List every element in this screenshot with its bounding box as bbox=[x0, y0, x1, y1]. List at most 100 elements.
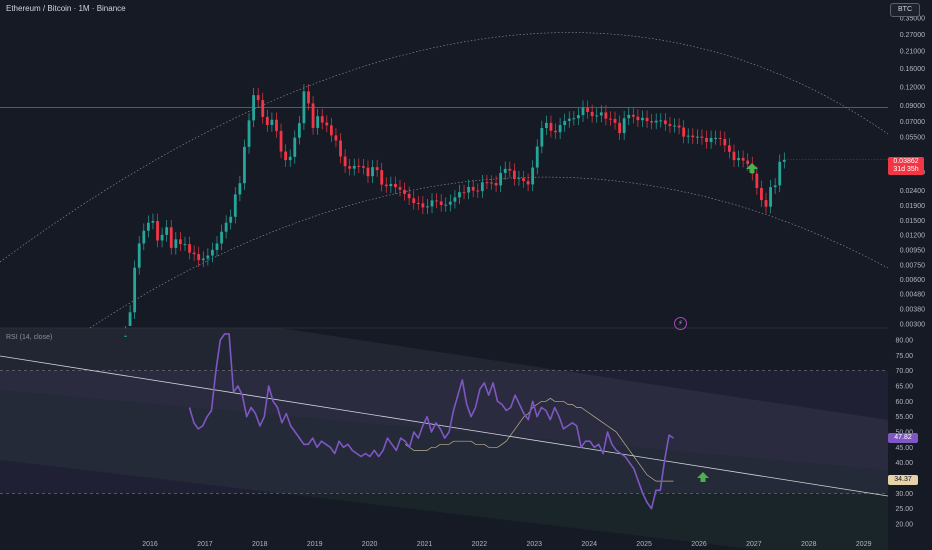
candle-body bbox=[682, 127, 686, 137]
candle-body bbox=[563, 120, 567, 126]
time-tick-10: 2026 bbox=[691, 541, 707, 548]
candle-body bbox=[403, 189, 406, 194]
candle-body bbox=[659, 120, 663, 122]
candle-body bbox=[778, 161, 782, 186]
candle-body bbox=[211, 249, 214, 256]
price-tick-3: 0.16000 bbox=[900, 66, 925, 73]
time-tick-9: 2025 bbox=[636, 541, 652, 548]
lightning-icon[interactable]: ⚡ bbox=[674, 317, 687, 330]
price-tick-4: 0.12000 bbox=[900, 84, 925, 91]
candle-body bbox=[412, 198, 416, 203]
rsi-ma-line bbox=[404, 397, 674, 482]
time-tick-13: 2029 bbox=[856, 541, 872, 548]
candle-body bbox=[252, 95, 255, 121]
candle-body bbox=[728, 145, 731, 152]
candle-body bbox=[229, 216, 233, 223]
rsi-indicator-label[interactable]: RSI (14, close) bbox=[6, 334, 53, 341]
candle-body bbox=[737, 157, 740, 161]
candle-body bbox=[677, 125, 681, 128]
candle-body bbox=[636, 116, 640, 121]
candle-body bbox=[631, 114, 635, 117]
price-tick-13: 0.01200 bbox=[900, 232, 925, 239]
candle-body bbox=[764, 200, 768, 207]
candle-body bbox=[325, 122, 329, 126]
candle-body bbox=[462, 192, 466, 194]
candle-body bbox=[549, 122, 553, 131]
rsi-channel-upper bbox=[0, 328, 888, 470]
rsi-trendline bbox=[0, 355, 889, 497]
rsi-up-arrow-icon bbox=[697, 472, 709, 482]
candle-body bbox=[137, 243, 141, 268]
candle-body bbox=[256, 95, 260, 101]
candle-body bbox=[366, 167, 370, 177]
candle-body bbox=[416, 202, 420, 204]
candle-body bbox=[288, 156, 292, 161]
candle-body bbox=[773, 185, 777, 188]
candle-body bbox=[444, 204, 448, 206]
time-tick-3: 2019 bbox=[307, 541, 323, 548]
candle-body bbox=[581, 107, 585, 116]
candle-body bbox=[380, 170, 384, 185]
candle-body bbox=[613, 118, 617, 123]
candle-body bbox=[297, 123, 301, 138]
rsi-tick-8: 40.00 bbox=[895, 460, 913, 467]
candle-body bbox=[430, 200, 434, 207]
candle-body bbox=[275, 119, 278, 131]
time-tick-4: 2020 bbox=[362, 541, 378, 548]
candle-body bbox=[224, 222, 228, 232]
candle-body bbox=[160, 234, 164, 241]
candle-body bbox=[165, 227, 169, 235]
candle-body bbox=[604, 112, 608, 119]
candle-body bbox=[352, 165, 356, 169]
candle-body bbox=[334, 135, 338, 141]
candle-body bbox=[471, 186, 475, 191]
candle-body bbox=[270, 119, 274, 125]
candle-body bbox=[293, 137, 297, 157]
candle-body bbox=[156, 220, 159, 241]
candle-body bbox=[426, 206, 429, 208]
time-tick-12: 2028 bbox=[801, 541, 817, 548]
candle-body bbox=[375, 167, 379, 171]
candle-body bbox=[494, 182, 498, 186]
price-tick-1: 0.27000 bbox=[900, 32, 925, 39]
candle-body bbox=[714, 137, 718, 139]
candle-body bbox=[522, 178, 525, 182]
chart-title: Ethereum / Bitcoin · 1M · Binance bbox=[6, 4, 126, 13]
price-tick-15: 0.00750 bbox=[900, 263, 925, 270]
candle-body bbox=[188, 244, 191, 253]
price-tick-6: 0.07000 bbox=[900, 119, 925, 126]
price-up-arrow-icon bbox=[746, 163, 758, 173]
candle-body bbox=[650, 121, 654, 123]
candle-body bbox=[723, 139, 727, 146]
candle-body bbox=[124, 335, 127, 337]
candles bbox=[124, 84, 786, 337]
candle-body bbox=[339, 140, 342, 157]
candle-body bbox=[545, 122, 548, 129]
last-price-value: 0.03862 bbox=[893, 158, 919, 165]
candle-body bbox=[389, 183, 393, 187]
candle-body bbox=[206, 255, 210, 259]
candle-body bbox=[467, 186, 471, 193]
candle-body bbox=[220, 231, 223, 244]
rsi-pane-bg bbox=[0, 328, 888, 550]
rsi-tick-10: 30.00 bbox=[895, 491, 913, 498]
candle-body bbox=[362, 166, 365, 168]
price-tick-7: 0.05500 bbox=[900, 134, 925, 141]
candle-body bbox=[197, 254, 201, 261]
candle-body bbox=[357, 165, 361, 167]
candle-body bbox=[517, 178, 521, 180]
price-tick-2: 0.21000 bbox=[900, 48, 925, 55]
candle-body bbox=[439, 201, 443, 205]
currency-badge[interactable]: BTC bbox=[890, 3, 920, 17]
candle-body bbox=[261, 100, 265, 117]
candle-body bbox=[343, 156, 347, 167]
candle-body bbox=[700, 136, 704, 138]
candle-body bbox=[691, 135, 695, 138]
candle-body bbox=[686, 135, 690, 137]
candle-body bbox=[329, 125, 333, 136]
candle-body bbox=[590, 111, 594, 117]
candle-body bbox=[586, 107, 589, 112]
candle-body bbox=[302, 91, 306, 124]
candle-body bbox=[512, 170, 516, 180]
